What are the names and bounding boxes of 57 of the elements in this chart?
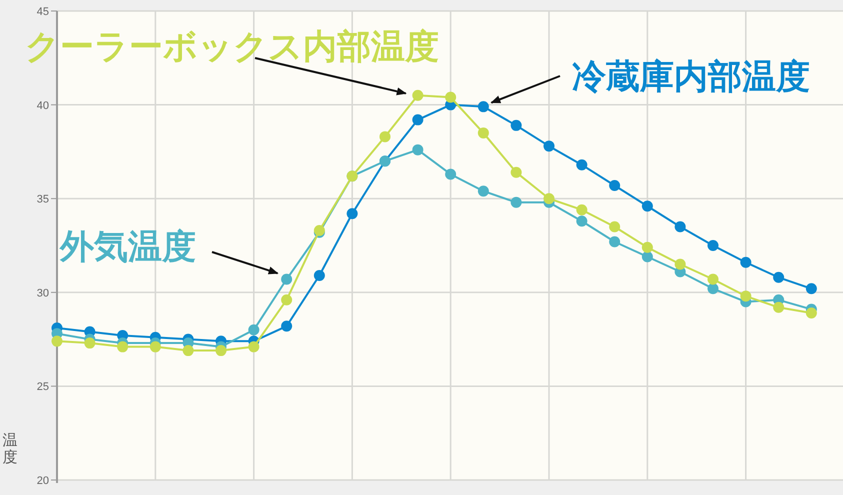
series-label: 外気温度 [59,228,196,266]
y-tick-label: 30 [36,287,49,300]
y-axis-title: 温度 [2,432,18,466]
point [740,256,752,268]
point [281,274,292,285]
point [248,324,260,336]
point [182,345,194,356]
point [609,221,620,232]
point [510,196,522,208]
point [544,193,554,204]
point [708,240,718,251]
point [740,290,752,302]
y-tick-label: 35 [36,194,49,206]
point [412,114,424,126]
y-tick-label: 40 [36,100,49,112]
point [216,345,226,356]
point [117,341,128,352]
point [412,144,424,156]
point [314,270,325,282]
point [52,336,62,347]
series-label: クーラーボックス内部温度 [25,28,439,66]
point [576,159,588,170]
point [510,120,522,131]
point [346,208,358,220]
y-tick-label: 20 [36,475,49,487]
point [674,258,686,270]
point [674,221,686,232]
point [510,166,522,178]
point [576,216,588,227]
y-tick-label: 25 [36,381,49,394]
point [806,283,817,294]
point [708,283,718,294]
point [642,251,653,262]
point [412,90,424,101]
y-tick-label: 45 [36,6,49,18]
point [445,92,456,103]
point [445,168,456,180]
point [478,186,489,197]
point [84,338,96,349]
point [773,272,784,283]
point [773,302,784,313]
point [150,341,161,352]
point [806,308,817,319]
point [609,236,620,248]
point [281,320,292,332]
point [576,204,588,216]
point [544,140,554,152]
point [708,274,718,285]
point [609,180,620,191]
point [248,341,260,352]
point [642,200,653,212]
point [478,101,489,112]
point [380,131,390,142]
point [478,127,489,138]
point [281,294,292,306]
series-label: 冷蔵庫内部温度 [572,58,810,96]
point [642,242,653,253]
